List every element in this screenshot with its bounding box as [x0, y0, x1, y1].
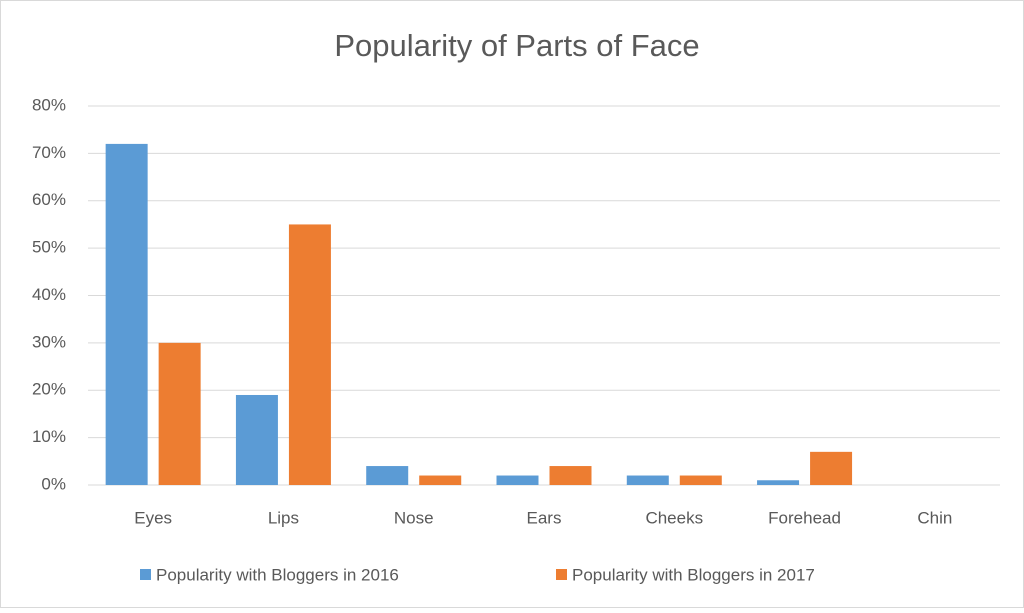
y-tick-label: 10%	[32, 427, 66, 446]
legend-label: Popularity with Bloggers in 2017	[572, 565, 815, 584]
legend-label: Popularity with Bloggers in 2016	[156, 565, 399, 584]
bar	[626, 475, 669, 485]
y-tick-label: 70%	[32, 143, 66, 162]
bar	[549, 466, 592, 485]
x-tick-label: Nose	[394, 508, 434, 527]
y-tick-label: 0%	[41, 474, 66, 493]
bar	[810, 451, 853, 485]
y-tick-label: 50%	[32, 238, 66, 257]
y-tick-label: 30%	[32, 332, 66, 351]
x-tick-label: Eyes	[134, 508, 172, 527]
y-tick-label: 60%	[32, 190, 66, 209]
bar	[288, 224, 331, 485]
bar	[496, 475, 539, 485]
legend-swatch	[140, 569, 151, 580]
chart-title: Popularity of Parts of Face	[334, 28, 699, 63]
x-tick-label: Cheeks	[645, 508, 703, 527]
x-tick-label: Ears	[527, 508, 562, 527]
bar	[235, 394, 278, 485]
y-tick-label: 20%	[32, 380, 66, 399]
bar	[158, 342, 201, 485]
bar	[366, 466, 409, 485]
y-tick-label: 40%	[32, 285, 66, 304]
x-tick-label: Forehead	[768, 508, 841, 527]
x-tick-label: Chin	[917, 508, 952, 527]
legend-swatch	[556, 569, 567, 580]
bar	[419, 475, 462, 485]
y-tick-label: 80%	[32, 95, 66, 114]
bar	[757, 480, 800, 485]
x-tick-label: Lips	[268, 508, 299, 527]
bar	[679, 475, 722, 485]
bar	[105, 143, 148, 485]
